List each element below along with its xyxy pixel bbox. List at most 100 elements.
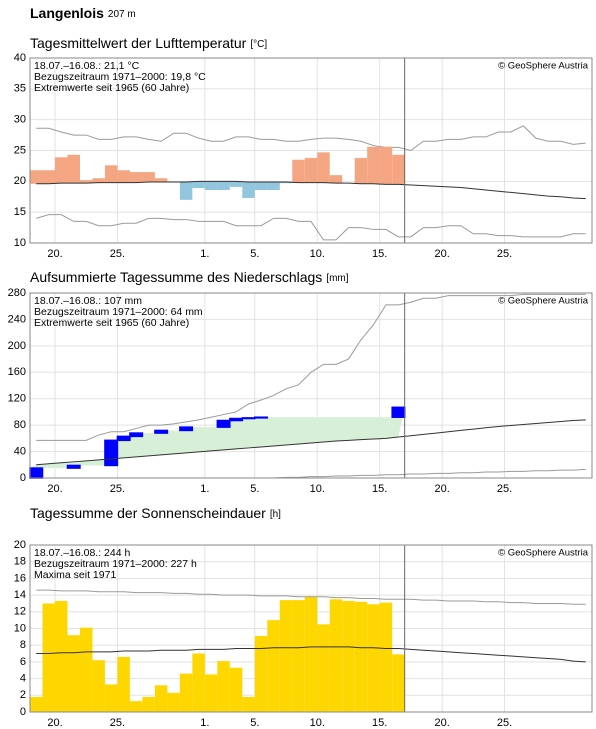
y-tick-label: 2 (20, 689, 26, 701)
x-tick-label: 20. (434, 717, 449, 729)
bar (104, 165, 118, 183)
annotation: Bezugszeitraum 1971–2000: 64 mm (34, 306, 203, 318)
source: © GeoSphere Austria (498, 296, 589, 307)
bar (304, 157, 318, 183)
title-text: Aufsummierte Tagessumme des Niederschlag… (30, 269, 322, 285)
bar (66, 464, 81, 469)
bar (129, 701, 143, 712)
bar (292, 600, 305, 712)
panel-title: Tagesmittelwert der Lufttemperatur [°C] (30, 35, 267, 51)
x-tick-label: 10. (310, 717, 325, 729)
x-tick-label: 20. (434, 248, 449, 260)
bar (104, 439, 119, 467)
y-tick-label: 12 (14, 606, 26, 618)
y-tick-label: 4 (20, 673, 26, 685)
bar (329, 175, 343, 184)
plot-border (29, 57, 593, 244)
area-fill (30, 407, 405, 469)
y-tick-label: 200 (8, 340, 26, 352)
unit: [h] (270, 509, 281, 520)
y-tick-label: 40 (14, 52, 26, 64)
y-tick-label: 120 (8, 393, 26, 405)
x-tick-label: 1. (200, 483, 209, 495)
panel-title: Tagessumme der Sonnenscheindauer [h] (30, 505, 281, 521)
x-tick-label: 15. (372, 248, 387, 260)
bar (254, 636, 268, 712)
bar (42, 603, 55, 712)
x-tick-label: 20. (47, 248, 62, 260)
bar (92, 178, 105, 183)
bar (104, 684, 118, 712)
bar (204, 674, 218, 712)
bar (142, 696, 155, 712)
y-tick-label: 18 (14, 556, 26, 568)
x-tick-label: 10. (310, 248, 325, 260)
bar (217, 181, 230, 190)
bar (342, 600, 355, 712)
y-tick-label: 16 (14, 572, 26, 584)
bar (254, 416, 269, 419)
x-tick-label: 20. (434, 483, 449, 495)
plot-border (29, 544, 593, 713)
source: © GeoSphere Austria (498, 61, 589, 72)
bar (267, 181, 280, 190)
bar (354, 601, 368, 712)
x-tick-label: 25. (497, 717, 512, 729)
y-tick-label: 6 (20, 656, 26, 668)
bar (267, 620, 280, 712)
bar (329, 599, 343, 712)
x-tick-label: 15. (372, 717, 387, 729)
annotation: Extremwerte seit 1965 (60 Jahre) (34, 317, 189, 329)
bar (67, 154, 80, 184)
bar (79, 627, 93, 712)
reference-line (36, 419, 586, 466)
y-tick-label: 240 (8, 313, 26, 325)
bar (279, 600, 293, 712)
maximum-line (36, 125, 586, 152)
bar (30, 170, 43, 184)
bar (242, 696, 255, 712)
x-tick-label: 25. (110, 483, 125, 495)
bar (129, 432, 144, 438)
panel: Tagesmittelwert der Lufttemperatur [°C] 10… (14, 35, 593, 260)
annotation: 18.07.–16.08.: 107 mm (34, 295, 142, 307)
bar (142, 172, 155, 182)
bar (229, 181, 243, 187)
bar (117, 170, 130, 183)
y-tick-label: 80 (14, 419, 26, 431)
unit: [°C] (250, 39, 267, 50)
panel: Aufsummierte Tagessumme des Niederschlag… (8, 269, 593, 495)
title-text: Tagesmittelwert der Lufttemperatur (30, 35, 247, 51)
bar (154, 178, 168, 182)
y-tick-label: 25 (14, 144, 26, 156)
bar (54, 600, 68, 712)
y-tick-label: 15 (14, 206, 26, 218)
bar (167, 692, 180, 712)
y-tick-label: 35 (14, 83, 26, 95)
x-tick-label: 5. (250, 717, 259, 729)
y-tick-label: 0 (20, 472, 26, 484)
y-tick-label: 10 (14, 622, 26, 634)
bar (241, 417, 256, 420)
reference-line (36, 180, 586, 200)
bar (392, 154, 405, 185)
source: © GeoSphere Austria (498, 548, 589, 559)
bar (129, 172, 143, 183)
bar (242, 181, 255, 198)
bar (117, 656, 130, 712)
bar (42, 170, 55, 184)
y-tick-label: 280 (8, 287, 26, 299)
annotation: Bezugszeitraum 1971–2000: 227 h (34, 558, 197, 570)
reference-line (36, 646, 586, 663)
minimum-line (36, 214, 586, 241)
bar (392, 654, 405, 712)
bar (391, 406, 406, 418)
bar (317, 624, 330, 712)
y-tick-label: 160 (8, 366, 26, 378)
bar (154, 685, 168, 712)
x-tick-label: 1. (200, 717, 209, 729)
bar (29, 467, 44, 479)
x-tick-label: 1. (200, 248, 209, 260)
bar (179, 426, 194, 432)
